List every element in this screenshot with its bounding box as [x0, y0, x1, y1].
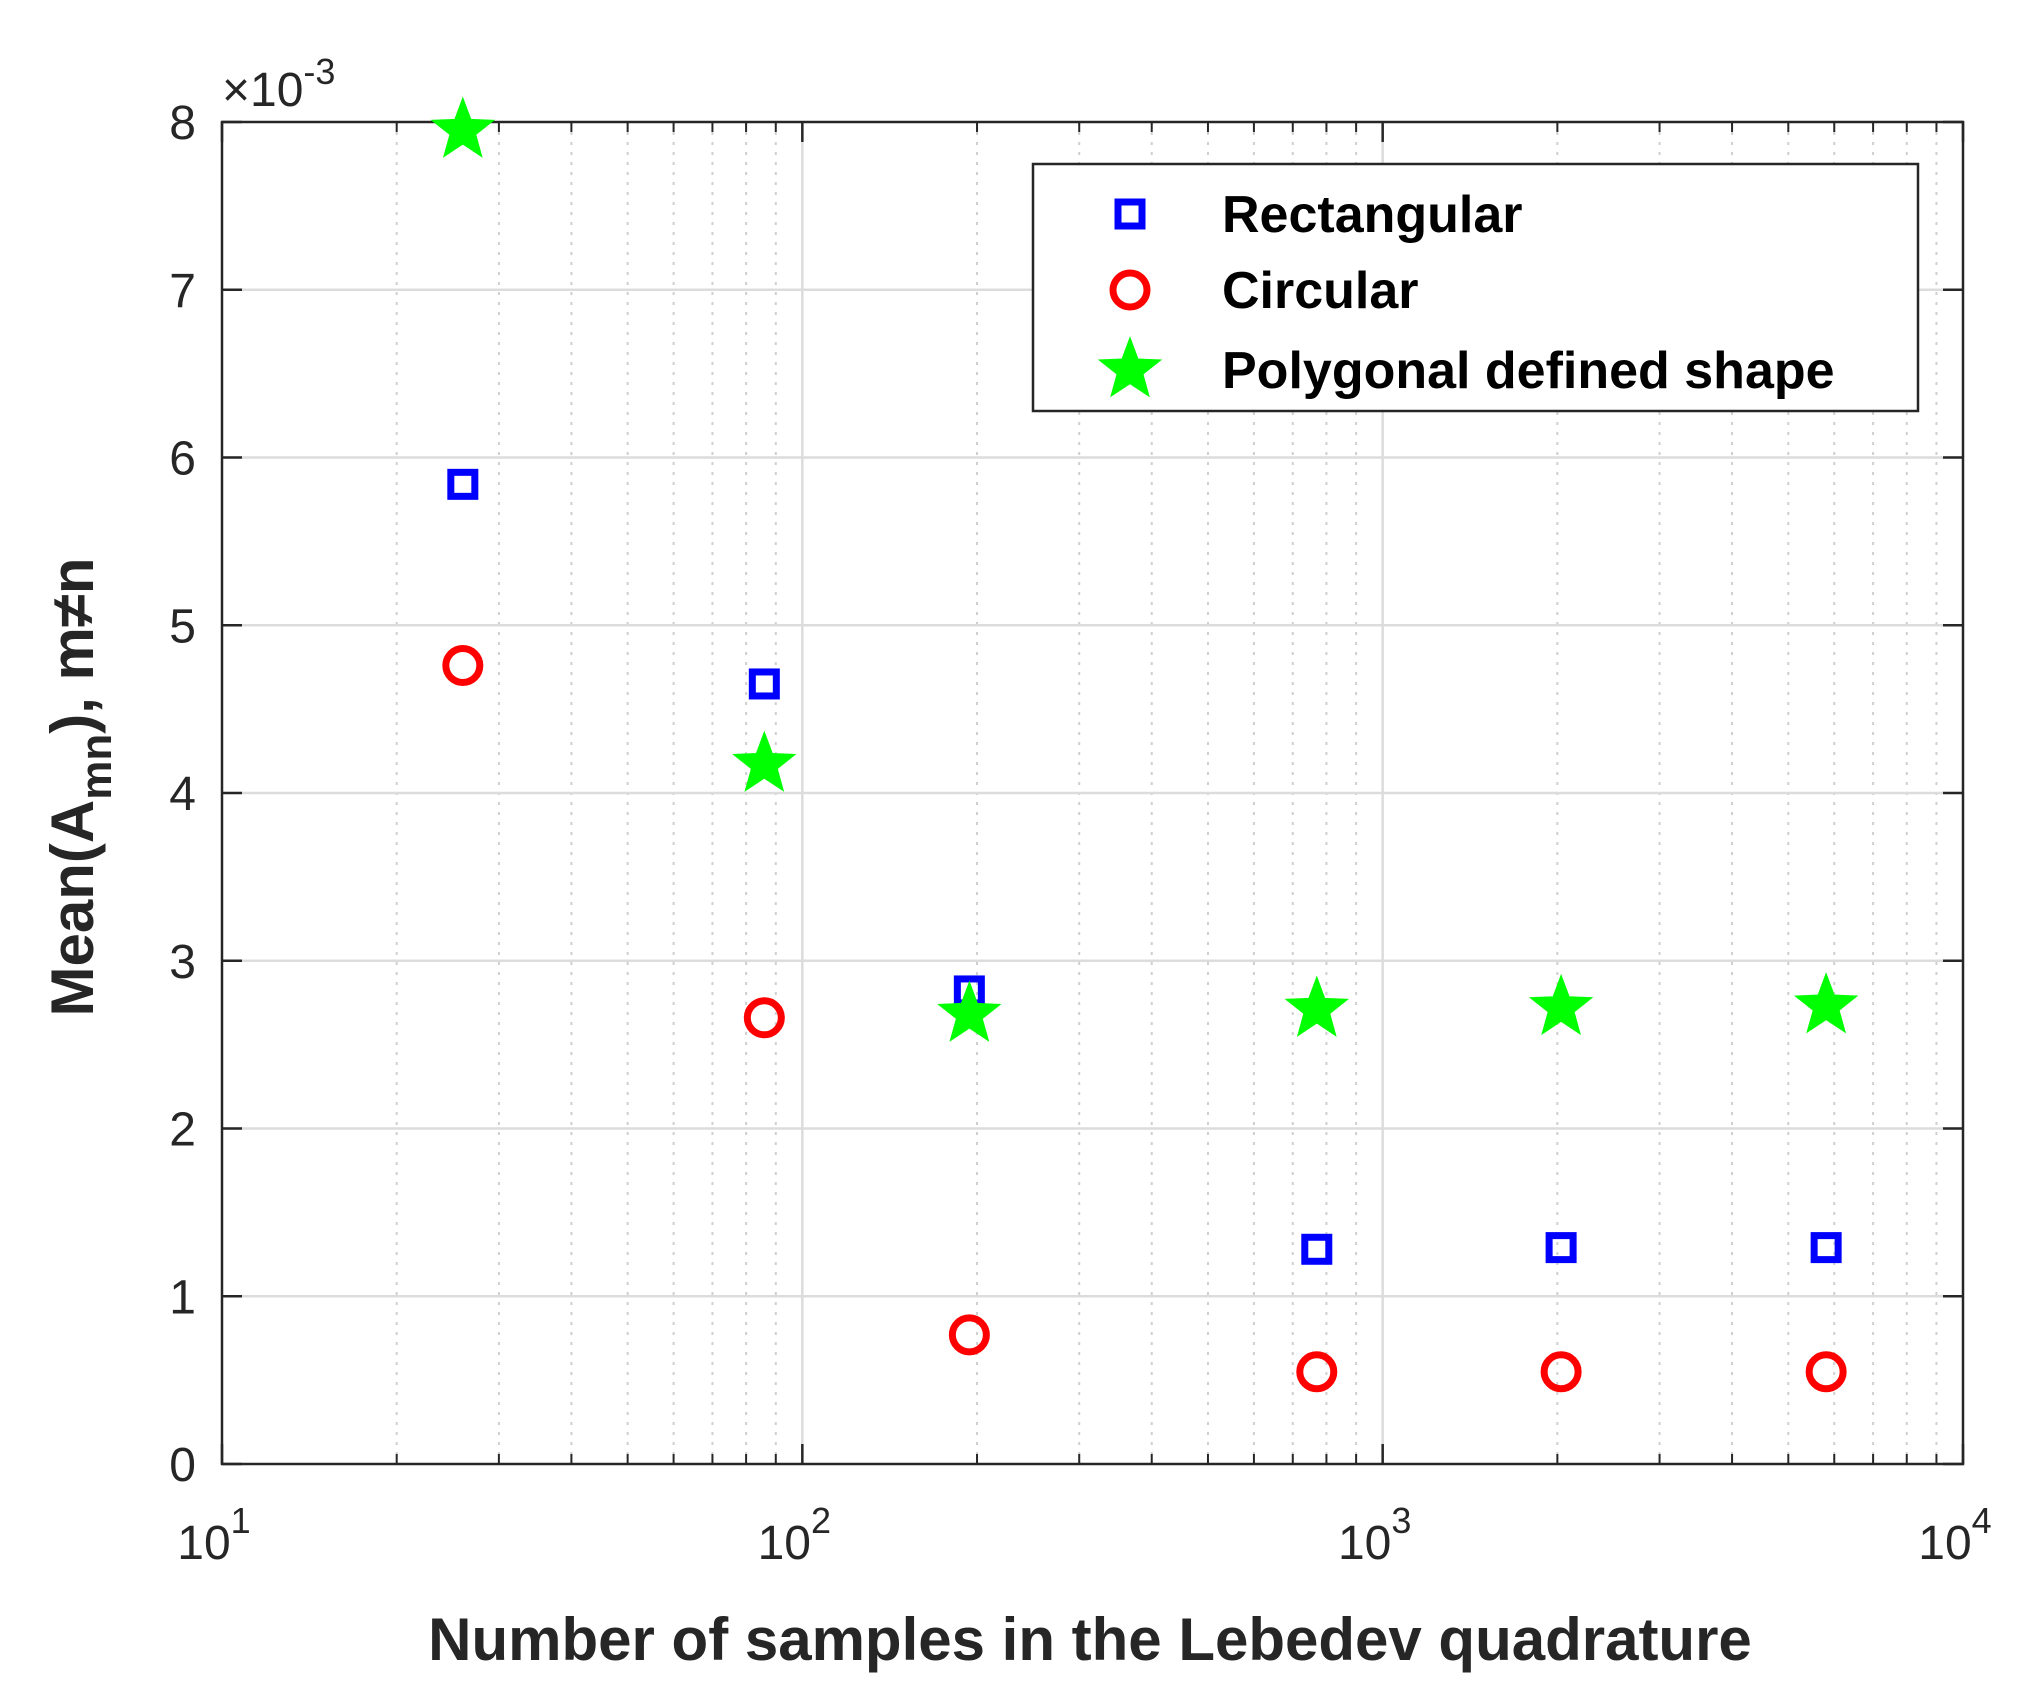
- x-tick-base: 10: [758, 1517, 811, 1570]
- legend-label-circular: Circular: [1222, 262, 1419, 320]
- point-rectangular: [748, 668, 780, 700]
- x-tick-exponent: 1: [231, 1500, 251, 1541]
- point-polygonal-defined-shape: [1284, 975, 1350, 1037]
- x-tick-labels: 101 102 103 104: [177, 1500, 1991, 1570]
- point-circular: [948, 1314, 990, 1356]
- x-tick-exponent: 4: [1972, 1500, 1992, 1541]
- y-axis-title-subscript: mn: [72, 734, 121, 800]
- legend: Rectangular Circular Polygonal defined sha…: [1031, 162, 1920, 413]
- legend-marker-circular: [1109, 269, 1151, 311]
- y-tick-label: 0: [169, 1439, 196, 1492]
- x-tick-exponent: 2: [811, 1500, 831, 1541]
- legend-label-rectangular: Rectangular: [1222, 186, 1523, 244]
- y-exponent-power: -3: [303, 51, 335, 92]
- y-axis-title: Mean(Amn), m≠n: [39, 558, 121, 1017]
- x-tick-label: 101: [177, 1500, 250, 1570]
- y-tick-label: 4: [169, 768, 196, 821]
- y-tick-label: 1: [169, 1271, 196, 1324]
- point-polygonal-defined-shape: [732, 730, 797, 792]
- point-polygonal-defined-shape: [430, 96, 496, 158]
- legend-entries: Rectangular Circular Polygonal defined sha…: [1097, 186, 1835, 400]
- point-rectangular: [447, 468, 479, 500]
- axis-ticks: [220, 120, 1965, 1466]
- y-axis-title-suffix: ), m≠n: [39, 558, 106, 734]
- x-tick-label: 102: [758, 1500, 831, 1570]
- y-tick-label: 6: [169, 433, 196, 486]
- y-tick-labels: 0 1 2 3 4 5 6 7 8: [169, 97, 196, 1492]
- data-markers: [430, 96, 1859, 1393]
- y-exponent-label: ×10-3: [222, 51, 335, 117]
- point-circular: [1296, 1351, 1338, 1393]
- x-tick-label: 103: [1338, 1500, 1411, 1570]
- y-tick-label: 3: [169, 936, 196, 989]
- point-rectangular: [1810, 1232, 1842, 1264]
- grid: [222, 122, 1963, 1464]
- y-tick-label: 2: [169, 1104, 196, 1157]
- y-exponent-multiplier: ×10: [222, 64, 303, 117]
- x-tick-label: 104: [1918, 1500, 1991, 1570]
- point-rectangular: [1545, 1232, 1577, 1264]
- point-rectangular: [1301, 1233, 1333, 1265]
- legend-label-polygonal-defined-shape: Polygonal defined shape: [1222, 342, 1835, 400]
- x-tick-base: 10: [1918, 1517, 1971, 1570]
- y-axis-title-prefix: Mean(A: [39, 800, 106, 1017]
- x-axis-title: Number of samples in the Lebedev quadrat…: [428, 1606, 1752, 1673]
- point-circular: [442, 645, 484, 687]
- x-tick-base: 10: [177, 1517, 230, 1570]
- y-tick-label: 8: [169, 97, 196, 150]
- x-tick-exponent: 3: [1391, 1500, 1411, 1541]
- legend-marker-polygonal-defined-shape: [1097, 336, 1163, 398]
- point-polygonal-defined-shape: [1528, 973, 1594, 1036]
- x-tick-base: 10: [1338, 1517, 1391, 1570]
- point-circular: [1805, 1351, 1847, 1393]
- legend-box: [1031, 162, 1920, 413]
- point-polygonal-defined-shape: [937, 980, 1002, 1042]
- point-polygonal-defined-shape: [1793, 972, 1859, 1034]
- y-tick-label: 7: [169, 265, 196, 318]
- point-circular: [1540, 1351, 1582, 1393]
- point-circular: [743, 997, 785, 1039]
- y-tick-label: 5: [169, 600, 196, 653]
- legend-marker-rectangular: [1114, 198, 1146, 230]
